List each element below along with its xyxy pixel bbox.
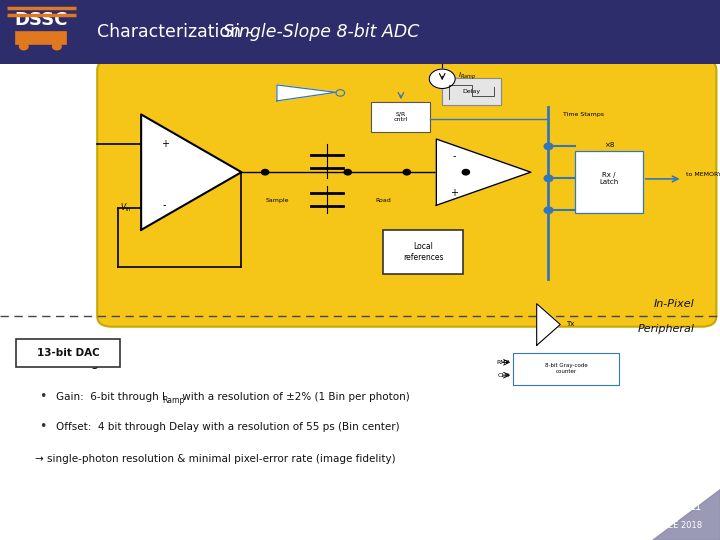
Text: with a resolution of ±2% (1 Bin per photon): with a resolution of ±2% (1 Bin per phot… xyxy=(179,392,409,402)
Text: Characterization -: Characterization - xyxy=(97,23,258,41)
Text: Peripheral: Peripheral xyxy=(638,324,695,334)
Bar xyxy=(383,230,463,274)
Text: 13-bit DAC: 13-bit DAC xyxy=(37,348,99,358)
Bar xyxy=(16,339,120,367)
Circle shape xyxy=(344,170,351,175)
Polygon shape xyxy=(436,139,531,205)
Circle shape xyxy=(429,69,455,89)
Text: Delay: Delay xyxy=(463,89,481,93)
Text: 11: 11 xyxy=(690,502,702,512)
Text: Offset:  4 bit through Delay with a resolution of 55 ps (Bin center): Offset: 4 bit through Delay with a resol… xyxy=(56,422,400,431)
Circle shape xyxy=(403,170,410,175)
Text: Single-Slope 8-bit ADC: Single-Slope 8-bit ADC xyxy=(223,23,420,41)
Bar xyxy=(442,78,501,105)
Circle shape xyxy=(462,170,469,175)
FancyBboxPatch shape xyxy=(97,59,716,327)
Circle shape xyxy=(544,143,553,150)
Bar xyxy=(575,151,643,213)
FancyBboxPatch shape xyxy=(0,0,720,64)
Text: S/R
cntrl: S/R cntrl xyxy=(394,111,408,122)
Text: 8-bit Gray-code
counter: 8-bit Gray-code counter xyxy=(545,363,588,374)
Text: FEE 2018: FEE 2018 xyxy=(663,521,702,530)
Bar xyxy=(372,102,431,132)
Text: to MEMORY: to MEMORY xyxy=(686,172,720,177)
Circle shape xyxy=(544,175,553,181)
Text: Gain:  6-bit through I: Gain: 6-bit through I xyxy=(56,392,165,402)
Text: CLK: CLK xyxy=(498,373,510,377)
Text: Trimming: Trimming xyxy=(35,355,99,369)
Text: RMP: RMP xyxy=(496,360,510,365)
Text: Time Stamps: Time Stamps xyxy=(564,112,604,117)
Circle shape xyxy=(544,207,553,213)
Polygon shape xyxy=(277,85,336,101)
Text: Ramp: Ramp xyxy=(163,396,185,404)
Text: $I_{Ramp}$: $I_{Ramp}$ xyxy=(458,70,476,82)
Text: •: • xyxy=(40,390,47,403)
Bar xyxy=(513,353,619,384)
Text: Tx: Tx xyxy=(566,321,575,327)
Text: $V_{in}$: $V_{in}$ xyxy=(120,201,132,214)
Text: +: + xyxy=(450,188,458,198)
Text: Local
references: Local references xyxy=(402,242,444,262)
Text: Road: Road xyxy=(375,198,391,203)
Text: -: - xyxy=(163,200,166,211)
Text: DSSC: DSSC xyxy=(14,11,68,29)
Polygon shape xyxy=(536,303,560,346)
Text: -: - xyxy=(452,151,456,161)
Text: •: • xyxy=(40,420,47,433)
Text: Rx /
Latch: Rx / Latch xyxy=(599,172,618,185)
Polygon shape xyxy=(652,489,720,540)
Circle shape xyxy=(261,170,269,175)
Text: → single-photon resolution & minimal pixel-error rate (image fidelity): → single-photon resolution & minimal pix… xyxy=(35,454,395,464)
Polygon shape xyxy=(141,114,241,230)
Text: ×8: ×8 xyxy=(604,142,614,148)
Text: In-Pixel: In-Pixel xyxy=(654,299,695,309)
Circle shape xyxy=(53,43,61,50)
Text: Sample: Sample xyxy=(265,198,289,203)
Text: +: + xyxy=(161,139,168,149)
Circle shape xyxy=(19,43,28,50)
FancyBboxPatch shape xyxy=(16,32,66,44)
